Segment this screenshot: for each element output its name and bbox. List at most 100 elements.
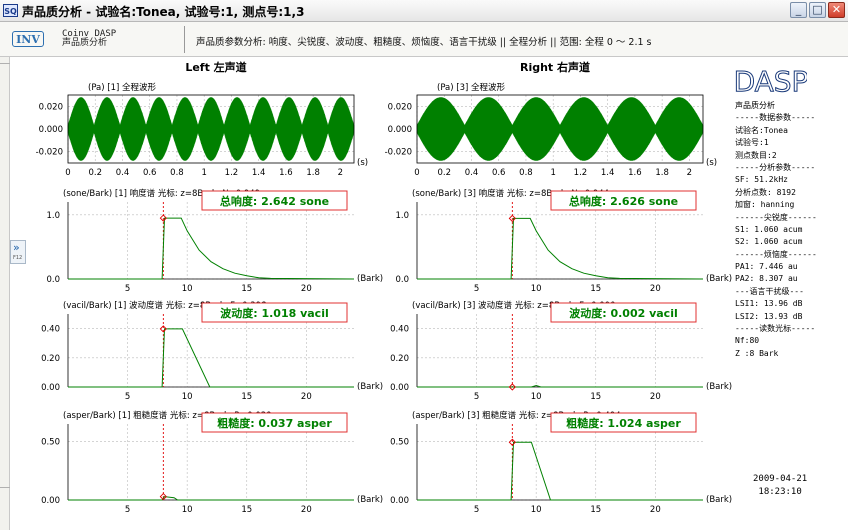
result-value: 波动度: 0.002 vacil [569,306,678,320]
toolbar: INV Coinv DASP 声品质分析 声品质参数分析: 响度、尖锐度、波动度… [0,22,848,57]
app-name: Coinv DASP 声品质分析 [62,30,116,48]
x-tick-label: 15 [590,392,601,402]
info-line: LSI2: 13.93 dB [735,311,803,321]
x-tick-label: 0.8 [170,168,184,178]
maximize-button[interactable]: □ [809,2,826,18]
x-tick-label: 10 [531,505,542,515]
title-bar: SQ 声品质分析 - 试验名:Tonea, 试验号:1, 测点号:1,3 _ □… [0,0,848,22]
info-line: ---语言干扰级--- [735,286,804,296]
info-line: S1: 1.060 acum [735,224,803,234]
y-tick-label: 0.20 [41,354,60,364]
chart-title: (asper/Bark) [1] 粗糙度谱 光标: z=8Bark, R=0.0… [63,410,272,421]
x-tick-label: 1 [550,168,555,178]
cursor-marker [159,325,167,333]
x-axis-unit: (Bark) [706,274,732,284]
left-panel-divider [0,63,10,64]
info-line: PA1: 7.446 au [735,262,798,272]
y-tick-label: 0.20 [390,354,409,364]
info-line: 测点数目:2 [735,150,777,160]
x-tick-label: 20 [301,284,312,294]
close-button[interactable]: ✕ [828,2,845,18]
time-text: 18:23:10 [758,487,802,497]
y-tick-label: 1.0 [395,211,409,221]
x-tick-label: 5 [474,284,479,294]
x-tick-label: 2 [338,168,343,178]
shortcut-key-label: F12 [13,255,23,261]
chevron-right-icon: » [13,241,20,254]
x-tick-label: 5 [474,392,479,402]
info-line: -----数据参数----- [735,113,816,123]
chart-title: (asper/Bark) [3] 粗糙度谱 光标: z=8Bark, R=0.4… [412,410,621,421]
x-tick-label: 0.4 [465,168,479,178]
x-tick-label: 0.4 [116,168,130,178]
info-line: 试验名:Tonea [735,125,788,135]
info-line: 试验号:1 [735,138,769,148]
result-box [201,412,348,433]
x-tick-label: 0 [414,168,419,178]
result-value: 粗糙度: 1.024 asper [566,416,681,430]
result-value: 粗糙度: 0.037 asper [217,416,332,430]
y-tick-label: 0.020 [388,102,412,112]
info-line: -----分析参数----- [735,162,816,172]
info-line: ------烦恼度------ [735,249,817,259]
waveform-line [416,97,704,161]
x-tick-label: 20 [301,392,312,402]
info-line: SF: 51.2kHz [735,175,788,185]
y-tick-label: 0.0 [395,275,409,285]
chart-title: (vacil/Bark) [3] 波动度谱 光标: z=8Bark, F=0.0… [412,300,616,311]
result-value: 波动度: 1.018 vacil [220,306,329,320]
y-tick-label: 0.000 [388,125,412,135]
result-box [550,302,697,323]
x-tick-label: 20 [650,284,661,294]
x-tick-label: 10 [182,284,193,294]
x-tick-label: 10 [182,392,193,402]
y-tick-label: 0.000 [39,125,63,135]
y-tick-label: 0.00 [390,496,409,506]
result-box [201,190,348,211]
result-value: 总响度: 2.642 sone [220,194,329,208]
minimize-button[interactable]: _ [790,2,807,18]
timestamp: 2009-04-21 18:23:10 [753,473,807,499]
x-tick-label: 5 [125,284,130,294]
result-box [550,190,697,211]
y-tick-label: 0.0 [46,275,60,285]
x-axis-unit: (Bark) [357,382,383,392]
chart-title: (sone/Bark) [3] 响度谱 光标: z=8Bark, N=0.944 [412,188,609,199]
chart-title: (vacil/Bark) [1] 波动度谱 光标: z=8Bark, F=0.3… [63,300,267,311]
x-tick-label: 20 [650,505,661,515]
x-tick-label: 20 [650,392,661,402]
x-tick-label: 15 [590,284,601,294]
result-value: 总响度: 2.626 sone [569,194,678,208]
x-axis-unit: (Bark) [706,382,732,392]
x-tick-label: 1.4 [601,168,615,178]
x-tick-label: 10 [182,505,193,515]
x-tick-label: 0.8 [519,168,533,178]
info-line: ------尖锐度------ [735,212,817,222]
spectrum-line [68,496,354,501]
y-tick-label: 0.00 [390,383,409,393]
toolbar-separator [184,26,185,53]
x-tick-label: 1.4 [252,168,266,178]
x-tick-label: 1.8 [655,168,669,178]
y-tick-label: 0.50 [390,438,409,448]
spectrum-line [417,384,703,388]
cursor-marker [508,214,516,223]
info-line: S2: 1.060 acum [735,237,803,247]
spectrum-line [417,441,703,501]
info-line: Z :8 Bark [735,348,779,358]
x-tick-label: 10 [531,284,542,294]
info-line: -----读数光标----- [735,324,816,334]
plot-frame [67,94,355,164]
analysis-description: 声品质参数分析: 响度、尖锐度、波动度、粗糙度、烦恼度、语言干扰级 || 全程分… [196,37,652,48]
y-tick-label: -0.020 [36,148,63,158]
x-axis-unit: (Bark) [706,495,732,505]
x-tick-label: 5 [474,505,479,515]
x-tick-label: 15 [590,505,601,515]
expand-panel-button[interactable]: » F12 [10,240,26,264]
x-tick-label: 15 [241,392,252,402]
x-tick-label: 0.2 [88,168,102,178]
spectrum-line [68,217,355,280]
right-channel-heading: Right 右声道 [520,60,590,74]
result-box [201,302,348,323]
